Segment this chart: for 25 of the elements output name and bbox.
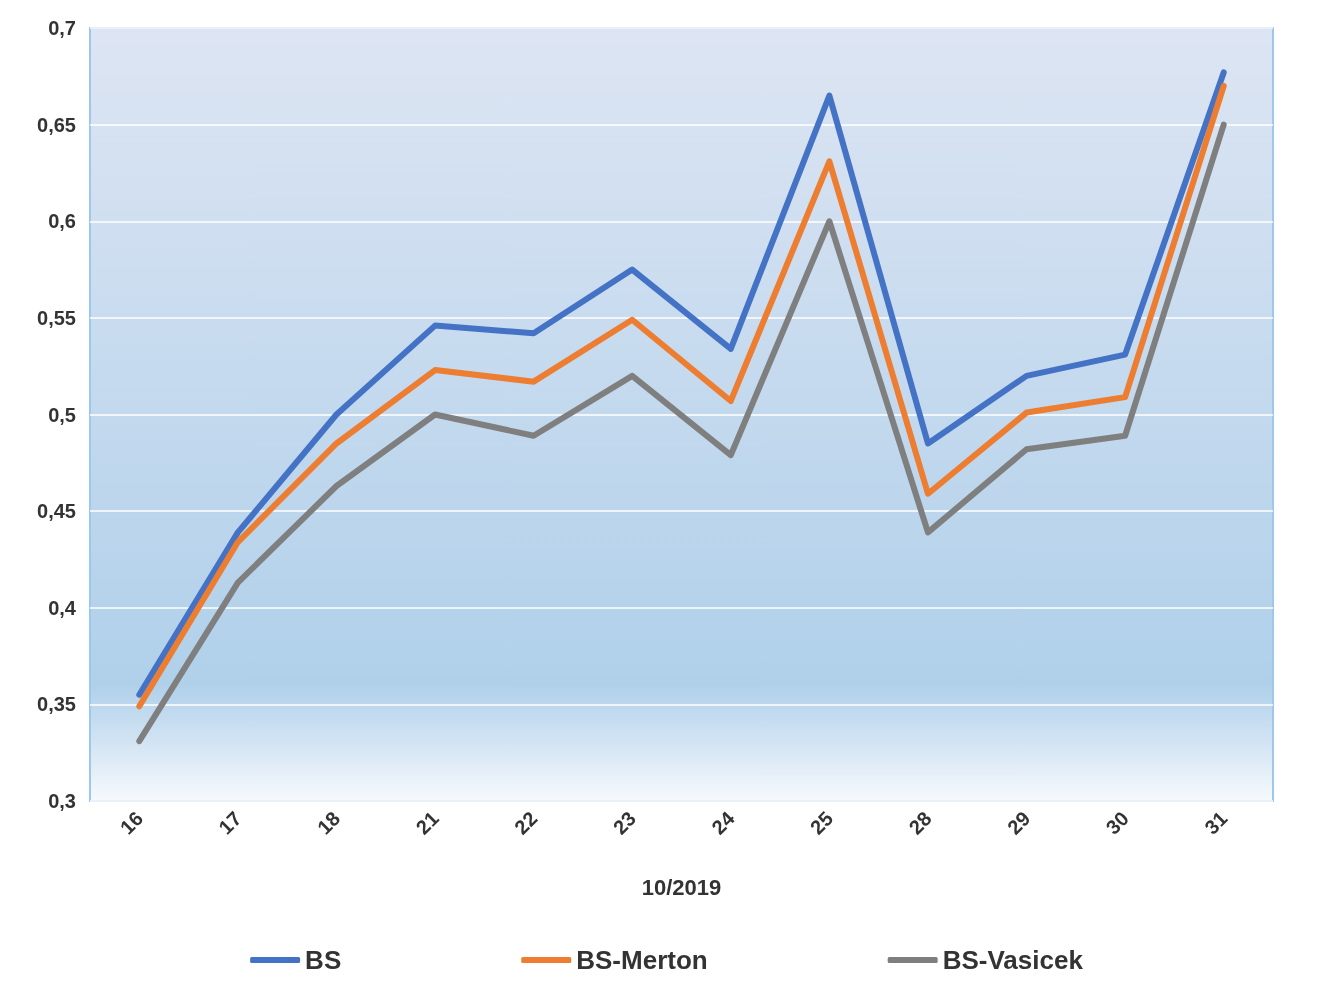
y-tick-label: 0,6: [48, 210, 76, 233]
legend-label: BS-Merton: [576, 945, 708, 975]
legend-label: BS-Vasicek: [942, 945, 1084, 975]
x-tick-label: 18: [312, 807, 345, 839]
x-tick-label: 28: [904, 807, 936, 839]
x-tick-label: 17: [214, 807, 246, 839]
y-tick-label: 0,35: [37, 693, 76, 716]
x-tick-label: 30: [1101, 807, 1133, 839]
x-tick-label: 22: [510, 807, 542, 839]
x-tick-label: 25: [805, 807, 838, 839]
x-tick-label: 16: [115, 807, 148, 839]
x-tick-label: 21: [411, 807, 443, 839]
y-tick-label: 0,3: [48, 790, 76, 812]
y-tick-label: 0,45: [37, 500, 76, 523]
y-tick-label: 0,7: [48, 17, 76, 39]
y-tick-label: 0,5: [48, 403, 76, 426]
x-axis-title: 10/2019: [641, 874, 722, 900]
x-tick-label: 31: [1200, 807, 1232, 839]
y-tick-label: 0,55: [37, 306, 76, 329]
x-tick-label: 29: [1003, 807, 1035, 839]
y-tick-label: 0,65: [37, 113, 76, 136]
x-tick-label: 24: [707, 807, 739, 839]
legend-label: BS: [305, 945, 342, 975]
y-tick-label: 0,4: [48, 596, 77, 619]
x-tick-label: 23: [608, 807, 640, 839]
